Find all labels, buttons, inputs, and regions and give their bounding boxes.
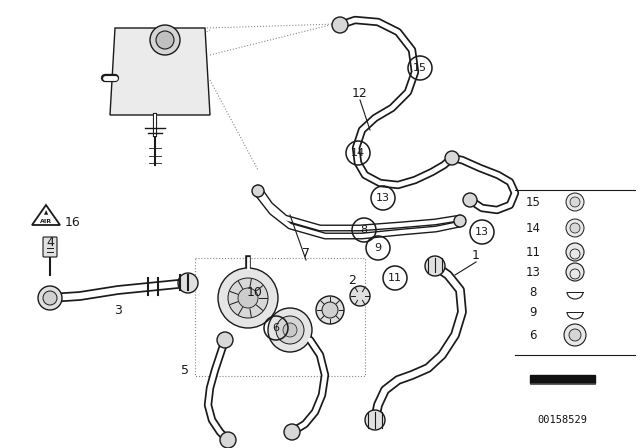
Circle shape [238, 288, 258, 308]
Circle shape [570, 223, 580, 233]
Text: 00158529: 00158529 [537, 415, 587, 425]
Circle shape [463, 193, 477, 207]
Polygon shape [530, 384, 595, 390]
Circle shape [569, 329, 581, 341]
FancyBboxPatch shape [43, 237, 57, 257]
Text: 1: 1 [472, 249, 480, 262]
Text: 11: 11 [388, 273, 402, 283]
Text: 4: 4 [46, 236, 54, 249]
Circle shape [566, 243, 584, 261]
Circle shape [150, 25, 180, 55]
Text: 13: 13 [376, 193, 390, 203]
Text: 10: 10 [247, 285, 263, 298]
Text: 16: 16 [65, 215, 81, 228]
Text: 9: 9 [529, 306, 537, 319]
Text: 11: 11 [525, 246, 541, 258]
Text: 7: 7 [302, 246, 310, 259]
Text: 8: 8 [360, 225, 367, 235]
Text: 2: 2 [348, 273, 356, 287]
Polygon shape [530, 375, 595, 383]
Circle shape [454, 215, 466, 227]
Text: ▲: ▲ [44, 211, 48, 215]
Text: 14: 14 [351, 148, 365, 158]
Circle shape [350, 286, 370, 306]
Circle shape [228, 278, 268, 318]
Bar [195, 258, 365, 376]
Circle shape [445, 151, 459, 165]
Circle shape [156, 31, 174, 49]
Text: 14: 14 [525, 221, 541, 234]
Circle shape [564, 324, 586, 346]
Text: 13: 13 [475, 227, 489, 237]
Circle shape [268, 308, 312, 352]
Text: 3: 3 [114, 303, 122, 316]
Circle shape [38, 286, 62, 310]
Circle shape [316, 296, 344, 324]
Circle shape [178, 273, 198, 293]
Circle shape [425, 256, 445, 276]
Circle shape [218, 268, 278, 328]
Polygon shape [110, 28, 210, 115]
Text: 12: 12 [352, 86, 368, 99]
Circle shape [566, 219, 584, 237]
Circle shape [43, 291, 57, 305]
Circle shape [365, 410, 385, 430]
Circle shape [252, 185, 264, 197]
Text: 13: 13 [525, 266, 540, 279]
Circle shape [566, 263, 584, 281]
Circle shape [283, 323, 297, 337]
Circle shape [566, 193, 584, 211]
Circle shape [220, 432, 236, 448]
Text: 9: 9 [374, 243, 381, 253]
Text: 6: 6 [529, 328, 537, 341]
Text: 5: 5 [181, 363, 189, 376]
Text: 6: 6 [273, 323, 280, 333]
Text: 8: 8 [529, 285, 537, 298]
Circle shape [570, 197, 580, 207]
Text: 15: 15 [413, 63, 427, 73]
Text: 15: 15 [525, 195, 540, 208]
Circle shape [322, 302, 338, 318]
Circle shape [217, 332, 233, 348]
Text: AIR: AIR [40, 219, 52, 224]
Circle shape [332, 17, 348, 33]
Circle shape [284, 424, 300, 440]
Circle shape [276, 316, 304, 344]
